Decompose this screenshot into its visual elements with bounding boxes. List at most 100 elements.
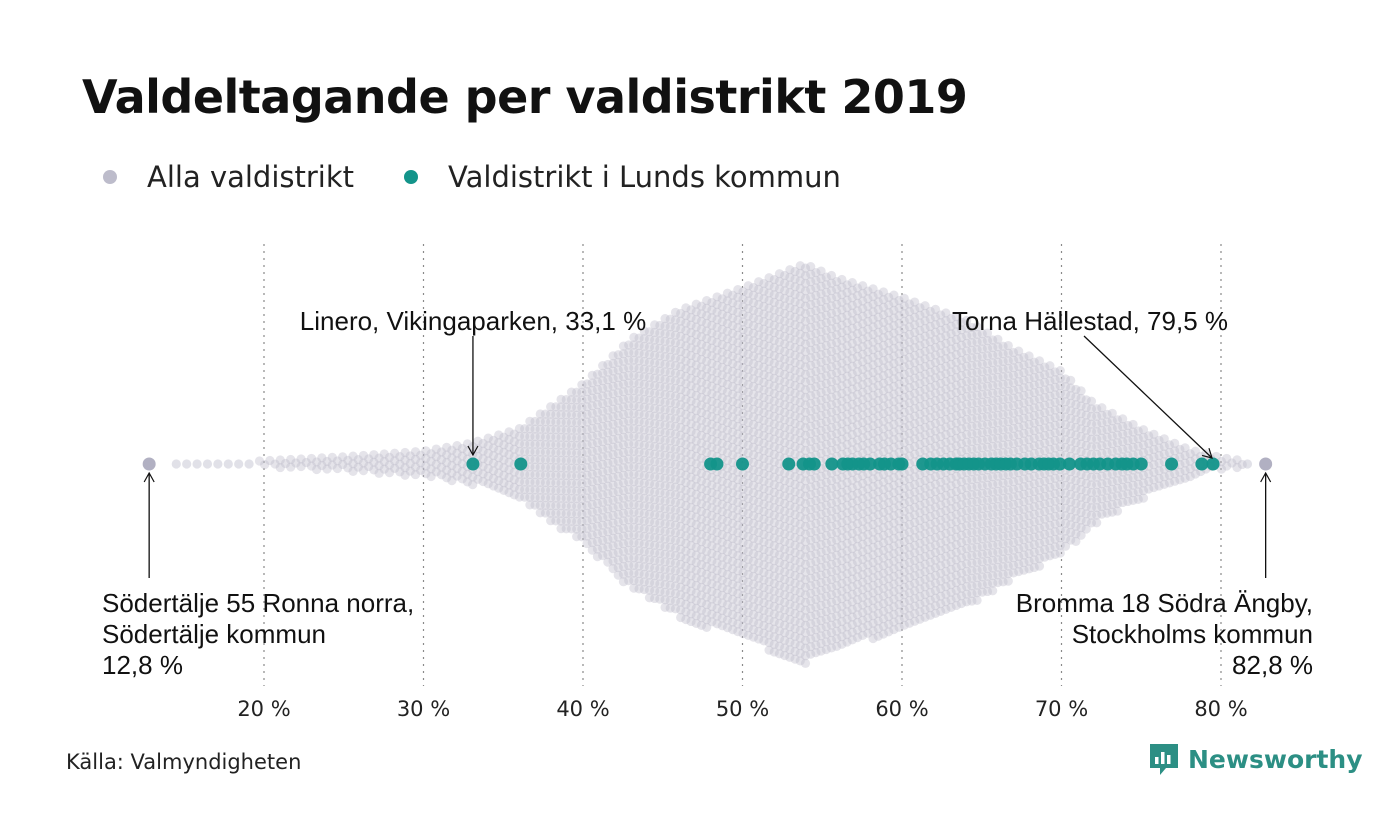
district-point	[577, 471, 587, 481]
district-point	[577, 440, 587, 451]
district-point	[613, 395, 623, 405]
district-point	[598, 368, 608, 378]
district-point	[587, 370, 597, 380]
district-point	[546, 470, 556, 480]
x-tick-label: 60 %	[875, 697, 928, 721]
district-point	[395, 467, 405, 477]
district-point	[520, 431, 530, 441]
district-point	[618, 478, 629, 488]
district-point	[603, 534, 613, 544]
district-point	[582, 516, 592, 526]
district-point	[650, 593, 660, 604]
district-point	[566, 463, 577, 473]
district-point	[660, 428, 670, 438]
district-point	[572, 509, 582, 519]
district-point	[644, 342, 655, 352]
district-point	[468, 472, 478, 482]
annotation-bromma: 82,8 %	[1232, 650, 1313, 680]
district-point	[358, 450, 369, 461]
district-point	[644, 547, 655, 557]
district-point	[535, 432, 545, 442]
district-point	[644, 403, 655, 413]
lund-district-point	[514, 457, 528, 471]
district-point	[608, 526, 618, 536]
district-point	[603, 542, 613, 552]
district-point	[582, 508, 592, 518]
district-point	[374, 468, 384, 478]
district-point	[358, 458, 369, 468]
district-point	[530, 454, 540, 465]
district-point	[613, 433, 623, 443]
district-point	[624, 355, 634, 365]
district-point	[592, 438, 603, 448]
lund-district-point	[895, 457, 909, 471]
district-point	[494, 475, 504, 486]
district-point	[587, 484, 597, 494]
district-point	[598, 429, 608, 439]
district-point	[572, 471, 582, 481]
bar-chart-bubble-icon	[1150, 744, 1178, 775]
district-point	[618, 432, 629, 442]
district-point	[566, 493, 577, 504]
district-point	[582, 447, 592, 457]
district-point	[566, 417, 577, 428]
annotation-sodertalje: Södertälje kommun	[102, 619, 326, 649]
district-point	[582, 432, 592, 442]
district-point	[608, 541, 618, 551]
district-point	[598, 444, 608, 454]
district-point	[608, 556, 618, 566]
district-point	[494, 437, 504, 448]
district-point	[598, 512, 608, 523]
district-point	[587, 431, 597, 441]
district-point	[639, 394, 649, 405]
district-point	[655, 564, 665, 574]
district-point	[551, 440, 561, 450]
district-point	[499, 432, 509, 442]
district-point	[624, 522, 634, 533]
district-point	[603, 473, 613, 484]
district-point	[447, 460, 457, 471]
district-point	[644, 425, 655, 436]
district-point	[332, 456, 343, 466]
chart-title: Valdeltagande per valdistrikt 2019	[82, 70, 968, 124]
district-point	[592, 377, 603, 387]
district-point	[499, 440, 509, 450]
district-point	[639, 569, 649, 579]
district-point	[613, 357, 623, 367]
district-point	[624, 401, 634, 411]
district-point	[592, 392, 603, 402]
district-point	[629, 408, 639, 418]
district-point	[436, 470, 447, 480]
district-point	[587, 507, 597, 517]
lund-district-point	[466, 457, 480, 471]
district-point	[551, 516, 561, 526]
district-point	[650, 343, 660, 353]
legend-item-all: Alla valdistrikt	[103, 160, 354, 194]
district-point	[624, 538, 634, 548]
district-point	[608, 457, 618, 467]
district-point	[644, 349, 655, 360]
district-point	[556, 425, 566, 435]
district-point	[374, 453, 384, 463]
district-point	[473, 474, 483, 484]
district-point	[556, 470, 566, 480]
district-point	[644, 509, 655, 519]
district-point	[629, 393, 639, 403]
district-point	[608, 404, 618, 414]
district-point	[639, 516, 649, 526]
district-point	[624, 408, 634, 419]
district-point	[598, 520, 608, 530]
district-point	[462, 469, 473, 479]
district-point	[650, 381, 660, 391]
district-point	[613, 426, 623, 436]
district-point	[587, 492, 597, 502]
district-point	[624, 431, 634, 441]
district-point	[535, 477, 545, 488]
district-point	[566, 455, 577, 466]
district-point	[624, 446, 634, 457]
district-point	[639, 341, 649, 351]
district-point	[447, 445, 457, 455]
district-point	[582, 440, 592, 450]
district-point	[561, 448, 571, 458]
district-point	[546, 500, 556, 511]
